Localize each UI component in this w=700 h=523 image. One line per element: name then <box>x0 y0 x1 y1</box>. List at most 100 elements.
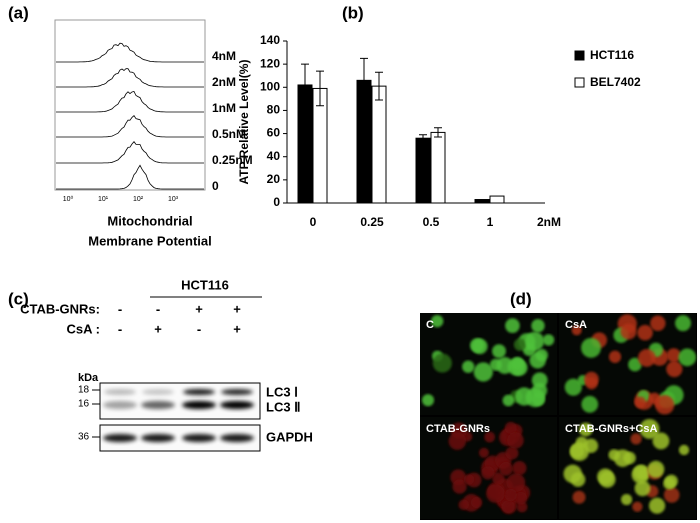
cell <box>511 356 524 370</box>
error-bar <box>301 63 309 107</box>
panel-label: (a) <box>8 3 29 22</box>
histogram-curve <box>56 141 204 164</box>
cell <box>502 394 515 407</box>
cell <box>448 432 467 450</box>
x-axis-label: Mitochondrial <box>107 213 192 228</box>
cell <box>639 419 660 439</box>
x-tick-label: 10¹ <box>98 196 109 203</box>
cell <box>650 315 666 331</box>
row-label: CTAB-GNRs: <box>20 301 100 316</box>
cell <box>505 446 519 460</box>
x-tick-label: 1 <box>487 215 494 229</box>
cell <box>525 388 545 408</box>
cell <box>608 449 620 461</box>
image-label: CTAB-GNRs <box>426 423 490 435</box>
error-bar <box>434 127 442 138</box>
cell <box>484 431 496 443</box>
cell <box>655 395 675 415</box>
cell <box>514 491 528 505</box>
cell <box>473 362 493 382</box>
band-label: LC3 Ⅰ <box>266 384 298 399</box>
panel-label: (c) <box>8 289 29 308</box>
cell <box>630 433 642 445</box>
cell <box>512 460 527 476</box>
cell-image <box>559 417 696 519</box>
band <box>182 434 216 442</box>
histogram-curve <box>56 164 204 190</box>
sign: + <box>233 321 241 336</box>
cell <box>525 331 545 351</box>
cell <box>634 480 651 497</box>
cell <box>623 451 636 465</box>
histogram-curve <box>56 91 204 113</box>
cell <box>637 324 653 341</box>
cell <box>583 438 599 453</box>
cell <box>499 461 513 476</box>
cell <box>599 471 616 488</box>
cell <box>678 444 690 456</box>
legend-label: HCT116 <box>590 48 634 62</box>
sample-label: 0 <box>212 179 219 193</box>
cell <box>431 314 444 328</box>
band <box>103 401 137 409</box>
cell <box>462 360 475 373</box>
cell <box>542 334 555 346</box>
error-bar <box>316 70 324 107</box>
histogram-curve <box>56 114 204 138</box>
cell <box>652 432 670 450</box>
marker-label: 16 <box>78 399 90 410</box>
sign: + <box>233 301 241 316</box>
legend-swatch <box>574 50 585 61</box>
cell <box>572 490 586 504</box>
bar <box>474 199 490 204</box>
group-title: HCT116 <box>181 277 229 292</box>
y-tick-label: 40 <box>267 149 281 163</box>
cell <box>506 473 526 492</box>
y-tick-label: 20 <box>267 172 281 186</box>
y-axis-label: ATP Relative Level(%) <box>237 60 251 185</box>
image-label: C <box>426 319 434 331</box>
unit-label: kDa <box>78 372 99 384</box>
cell <box>469 338 485 353</box>
sign: + <box>195 301 203 316</box>
cell <box>570 444 585 459</box>
cell <box>647 460 665 478</box>
band <box>141 434 175 442</box>
y-tick-label: 80 <box>267 103 281 117</box>
cell <box>678 348 697 367</box>
cell <box>666 348 681 363</box>
cell <box>432 353 452 373</box>
cell <box>638 468 649 479</box>
x-tick-label: 0.25 <box>360 215 384 229</box>
cell <box>584 371 599 387</box>
sign: + <box>154 321 162 336</box>
band <box>221 389 253 395</box>
sign: - <box>156 301 160 316</box>
cell <box>634 396 646 409</box>
band <box>182 401 216 409</box>
sign: - <box>118 321 122 336</box>
cell <box>458 499 470 511</box>
cell <box>563 464 582 484</box>
cell <box>504 488 517 502</box>
image-label: CTAB-GNRs+CsA <box>565 423 657 435</box>
histogram-frame <box>54 19 206 191</box>
band-label: GAPDH <box>266 429 313 444</box>
x-tick-label: 10³ <box>168 196 179 203</box>
cell <box>505 318 520 333</box>
cell <box>608 350 622 363</box>
cell <box>504 421 517 434</box>
blot-lc3 <box>99 382 261 420</box>
cell <box>501 500 515 513</box>
x-tick-label: 10² <box>133 196 144 203</box>
band-label: LC3 Ⅱ <box>266 399 301 414</box>
sign: - <box>118 301 122 316</box>
sample-label: 1nM <box>212 101 236 115</box>
cell <box>486 484 505 503</box>
cell <box>452 479 467 494</box>
y-tick-label: 140 <box>260 33 280 47</box>
bar <box>415 137 431 204</box>
cell <box>571 325 582 336</box>
cell <box>663 487 680 503</box>
